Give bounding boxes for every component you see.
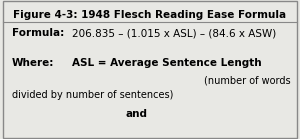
Text: and: and bbox=[126, 109, 148, 119]
Text: 206.835 – (1.015 x ASL) – (84.6 x ASW): 206.835 – (1.015 x ASL) – (84.6 x ASW) bbox=[72, 28, 276, 38]
Text: (number of words: (number of words bbox=[204, 76, 291, 86]
Text: ASL = Average Sentence Length: ASL = Average Sentence Length bbox=[72, 58, 262, 68]
Text: divided by number of sentences): divided by number of sentences) bbox=[12, 90, 173, 100]
Text: Formula:: Formula: bbox=[12, 28, 64, 38]
Text: Where:: Where: bbox=[12, 58, 54, 68]
Text: Figure 4-3: 1948 Flesch Reading Ease Formula: Figure 4-3: 1948 Flesch Reading Ease For… bbox=[14, 10, 286, 20]
